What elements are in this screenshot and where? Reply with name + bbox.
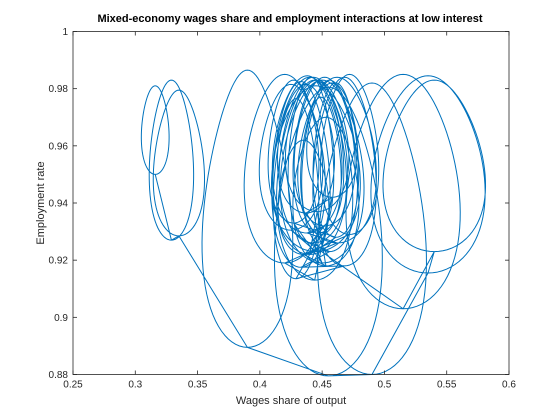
trajectory-line bbox=[140, 69, 487, 377]
y-tick-label: 0.96 bbox=[49, 141, 69, 152]
y-axis-label: Employment rate bbox=[35, 161, 47, 244]
x-tick-label: 0.35 bbox=[188, 380, 208, 391]
x-tick-label: 0.6 bbox=[502, 380, 516, 391]
axes-box bbox=[72, 31, 510, 375]
y-tick-label: 0.92 bbox=[49, 256, 69, 267]
y-tick-label: 0.94 bbox=[49, 199, 69, 210]
x-tick-label: 0.3 bbox=[128, 380, 142, 391]
plot-area bbox=[140, 69, 487, 377]
x-tick-label: 0.5 bbox=[377, 380, 391, 391]
x-tick-label: 0.45 bbox=[312, 380, 332, 391]
chart-title: Mixed-economy wages share and employment… bbox=[97, 13, 482, 25]
x-tick-label: 0.55 bbox=[437, 380, 457, 391]
axis-ticks: 0.25 0.3 0.35 0.4 0.45 0.5 0.55 0.6 0.88 0.9 0.92 0… bbox=[49, 27, 517, 391]
x-tick-label: 0.25 bbox=[63, 380, 83, 391]
y-tick-label: 1 bbox=[62, 27, 68, 38]
x-axis-label: Wages share of output bbox=[236, 395, 346, 407]
y-tick-label: 0.88 bbox=[49, 370, 69, 381]
y-tick-label: 0.98 bbox=[49, 84, 69, 95]
y-tick-label: 0.9 bbox=[54, 313, 68, 324]
x-tick-label: 0.4 bbox=[253, 380, 267, 391]
